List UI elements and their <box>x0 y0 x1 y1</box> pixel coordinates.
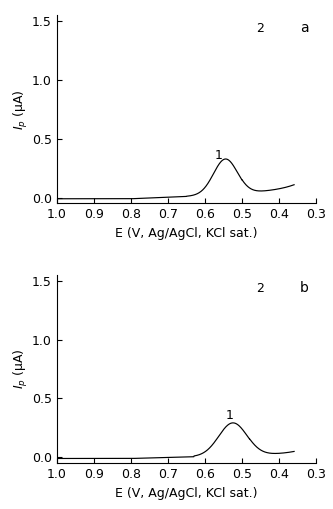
Text: a: a <box>300 21 309 35</box>
Text: 2: 2 <box>256 282 264 295</box>
Text: b: b <box>300 280 309 295</box>
Y-axis label: $I_p$ (μA): $I_p$ (μA) <box>12 89 30 130</box>
Text: 1: 1 <box>225 409 233 422</box>
X-axis label: E (V, Ag/AgCl, KCl sat.): E (V, Ag/AgCl, KCl sat.) <box>115 227 258 240</box>
X-axis label: E (V, Ag/AgCl, KCl sat.): E (V, Ag/AgCl, KCl sat.) <box>115 487 258 500</box>
Text: 1: 1 <box>214 149 222 162</box>
Y-axis label: $I_p$ (μA): $I_p$ (μA) <box>12 349 30 389</box>
Text: 2: 2 <box>256 22 264 35</box>
